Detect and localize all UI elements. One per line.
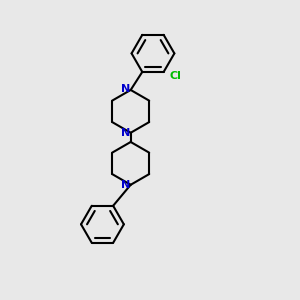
Text: N: N (121, 84, 130, 94)
Text: N: N (121, 128, 130, 138)
Text: Cl: Cl (169, 70, 181, 80)
Text: N: N (121, 180, 130, 190)
